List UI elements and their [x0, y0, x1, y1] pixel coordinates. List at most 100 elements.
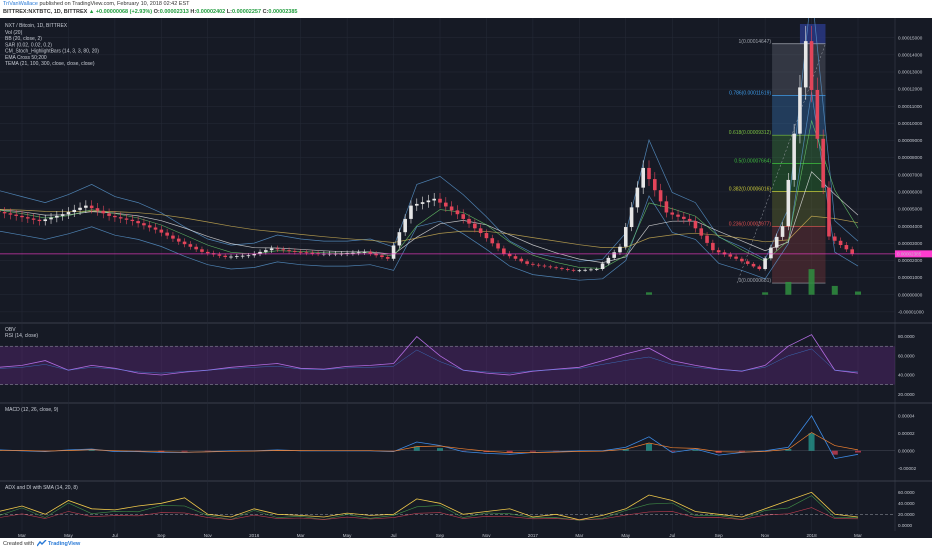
- y-tick-label: 0.00005000: [898, 207, 923, 212]
- time-axis-background: [0, 531, 932, 538]
- x-tick-label: Mar: [575, 533, 583, 538]
- candle-body: [763, 258, 767, 270]
- y-tick-label: 0.00002000: [898, 258, 923, 263]
- candle-body: [409, 205, 413, 219]
- candle-body: [676, 214, 680, 217]
- candle-body: [182, 241, 187, 245]
- adx-y-tick-label: 20.0000: [898, 512, 915, 517]
- candle-body: [664, 201, 669, 213]
- candle-body: [490, 238, 495, 244]
- candle-body: [705, 235, 709, 243]
- candle-body: [281, 249, 286, 251]
- y-tick-label: 0.00012000: [898, 87, 923, 92]
- candle-body: [461, 214, 466, 219]
- candle-body: [589, 269, 593, 271]
- candle-body: [43, 219, 48, 222]
- y-tick-label: 0.00004000: [898, 224, 923, 229]
- chart-background: [0, 18, 932, 531]
- candle-body: [8, 213, 13, 215]
- x-tick-label: Nov: [761, 533, 770, 538]
- candle-body: [14, 214, 18, 216]
- candle-body: [548, 266, 553, 268]
- macd-histogram-bar: [506, 450, 513, 453]
- candle-body: [55, 215, 59, 218]
- candle-body: [293, 251, 297, 252]
- obv-y-tick-label: 20.0000: [898, 392, 915, 397]
- x-tick-label: Mar: [854, 533, 862, 538]
- candle-body: [774, 236, 779, 248]
- candle-body: [444, 202, 448, 207]
- y-tick-label: 0.00003000: [898, 241, 923, 246]
- fib-level-label: 0.236(0.00003977): [729, 222, 772, 228]
- y-tick-label: -0.00001000: [898, 309, 924, 314]
- x-tick-label: Sep: [157, 533, 166, 538]
- candle-body: [519, 258, 524, 262]
- candle-body: [136, 221, 140, 224]
- publish-line: TriVanWallace published on TradingView.c…: [3, 1, 190, 7]
- candle-body: [641, 167, 645, 188]
- x-tick-label: May: [343, 533, 352, 538]
- tradingview-link[interactable]: TradingView: [48, 541, 81, 547]
- candle-body: [809, 41, 814, 90]
- candle-body: [130, 219, 135, 222]
- macd-signal-line: [0, 432, 859, 454]
- macd-histogram-bar: [646, 443, 652, 451]
- volume-bar: [831, 285, 838, 295]
- fib-top-zone: [799, 24, 826, 44]
- candle-body: [565, 269, 570, 270]
- x-tick-label: 2018: [806, 533, 817, 538]
- close-label: C:: [262, 9, 269, 15]
- legend-item: EMA Cross 50;200: [5, 55, 47, 61]
- adx-y-tick-label: 60.0000: [898, 490, 915, 495]
- chart-area[interactable]: Mar May Jul Sep Nov 2016 Mar May Jul Sep Nov 2017 Ma…: [0, 18, 932, 538]
- fib-level-label: 0.382(0.00006016): [729, 187, 772, 193]
- candle-body: [757, 266, 762, 270]
- author-link[interactable]: TriVanWallace: [3, 1, 38, 7]
- candle-body: [606, 257, 611, 264]
- fib-level-label: 0.786(0.00011619): [729, 91, 771, 97]
- candle-body: [513, 256, 518, 259]
- macd-histogram-bar: [855, 450, 861, 453]
- candle-body: [844, 245, 849, 250]
- volume-bar: [808, 269, 815, 295]
- x-tick-label: Nov: [204, 533, 213, 538]
- adx-y-tick-label: 0.0000: [898, 523, 912, 528]
- candle-body: [769, 247, 773, 259]
- candle-body: [246, 255, 251, 257]
- fib-level-label: 0(0.00000681): [739, 278, 772, 284]
- candle-body: [618, 246, 622, 253]
- y-tick-label: 0.00009000: [898, 138, 923, 143]
- last-price-badge: [895, 250, 932, 258]
- candle-body: [594, 269, 599, 270]
- candle-body: [600, 263, 605, 270]
- candle-body: [60, 214, 65, 216]
- fib-zone: [772, 226, 826, 284]
- candle-body: [142, 223, 146, 226]
- candle-body: [798, 87, 802, 134]
- open-label: O:: [153, 9, 160, 15]
- x-tick-label: Sep: [715, 533, 724, 538]
- candle-body: [159, 229, 164, 233]
- candle-body: [66, 212, 71, 215]
- candle-body: [612, 252, 616, 258]
- candle-body: [188, 244, 193, 247]
- candle-body: [670, 212, 675, 215]
- candle-body: [525, 261, 529, 264]
- candle-body: [496, 243, 500, 249]
- di-plus-line: [0, 495, 859, 521]
- x-tick-label: Nov: [482, 533, 491, 538]
- bollinger-upper: [0, 18, 859, 262]
- candle-body: [351, 252, 355, 254]
- candle-body: [49, 217, 53, 220]
- candle-body: [235, 256, 239, 257]
- y-tick-label: 0.00000000: [898, 292, 923, 297]
- legend-item: SAR (0.02, 0.02, 0.2): [5, 42, 52, 48]
- candle-body: [792, 133, 796, 180]
- macd-histogram-bar: [785, 449, 792, 451]
- volume-bar: [762, 292, 769, 295]
- candle-body: [205, 251, 210, 254]
- y-tick-label: 0.00007000: [898, 172, 923, 177]
- y-tick-label: 0.00010000: [898, 121, 923, 126]
- candle-body: [269, 248, 274, 251]
- open-value: 0.00002313: [159, 9, 189, 15]
